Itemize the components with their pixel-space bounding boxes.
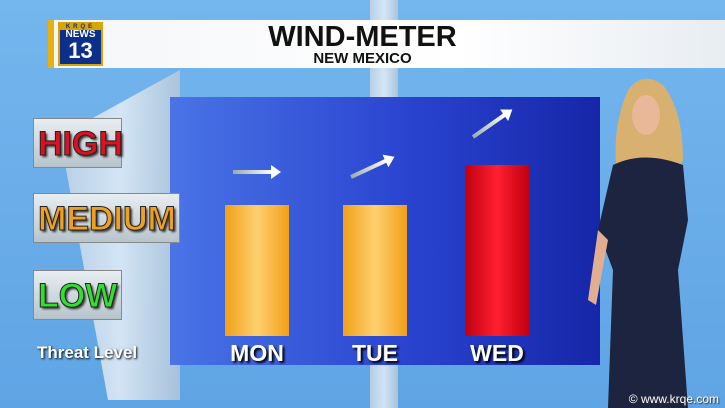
level-medium: MEDIUM: [33, 193, 180, 243]
day-label: WED: [470, 340, 524, 366]
page-title: WIND-METER: [268, 21, 457, 53]
bar-tue: [343, 205, 407, 336]
title-bar: [48, 20, 725, 68]
bar-wed: [465, 165, 529, 336]
threat-level-caption: Threat Level: [37, 343, 138, 362]
day-label: TUE: [352, 340, 398, 366]
level-low: LOW: [33, 270, 122, 320]
logo-number: 13: [68, 38, 93, 63]
presenter: [588, 78, 688, 408]
station-logo: KRQE NEWS 13: [58, 22, 103, 66]
level-high: HIGH: [33, 118, 124, 168]
bar-mon: [225, 205, 289, 336]
page-subtitle: NEW MEXICO: [313, 50, 412, 67]
arrow-right-icon: [233, 165, 281, 179]
day-label: MON: [230, 340, 284, 366]
logo-word: NEWS: [65, 29, 96, 40]
watermark: © www.krqe.com: [628, 392, 719, 406]
logo-station: KRQE: [60, 24, 101, 30]
